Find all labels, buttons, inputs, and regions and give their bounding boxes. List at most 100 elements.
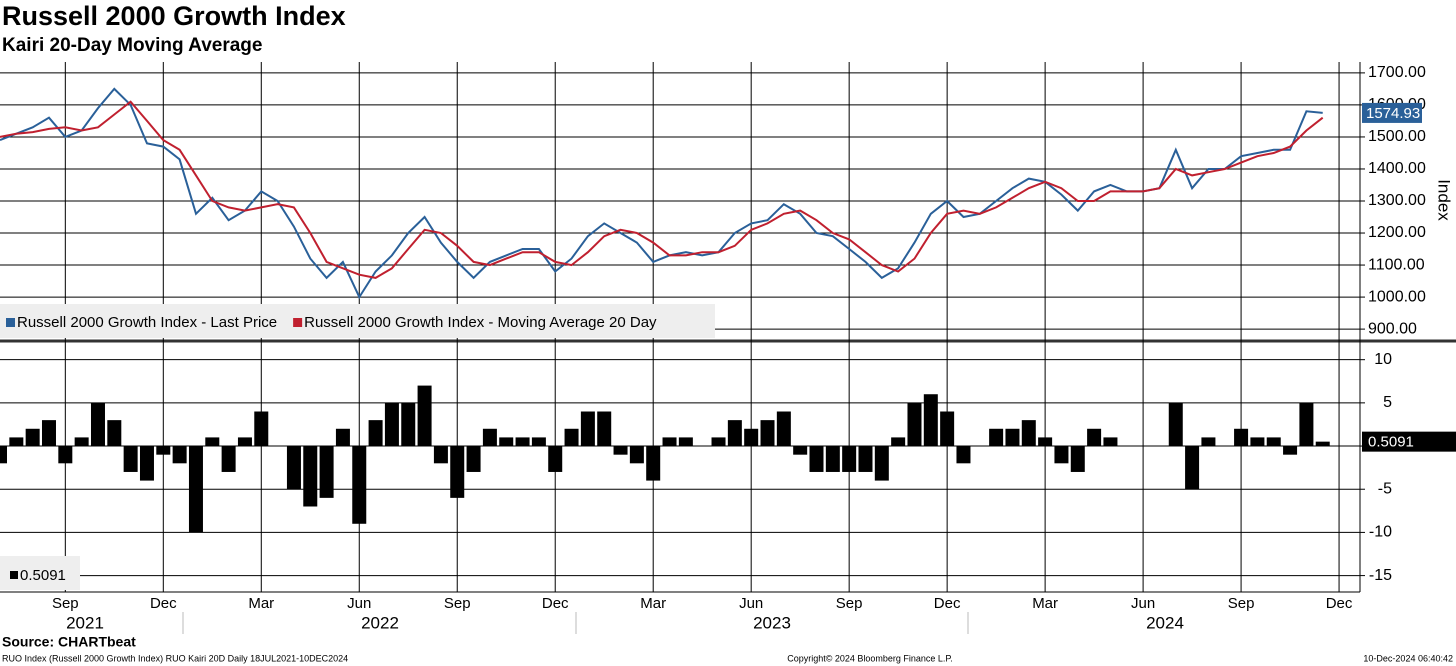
legend-label: Russell 2000 Growth Index - Last Price xyxy=(17,314,277,331)
y-tick-label: 1300.00 xyxy=(1368,192,1426,209)
bar xyxy=(450,446,465,498)
last-value-box xyxy=(1362,431,1456,452)
bar xyxy=(760,420,775,447)
footer-left: RUO Index (Russell 2000 Growth Index) RU… xyxy=(2,653,348,663)
bar xyxy=(744,428,759,447)
bar xyxy=(564,428,579,447)
year-label: 2024 xyxy=(1146,613,1184,632)
y-tick-label: 1700.00 xyxy=(1368,64,1426,81)
chart-subtitle: Kairi 20-Day Moving Average xyxy=(2,35,262,56)
x-tick-label: Mar xyxy=(1032,595,1058,612)
y-tick-label: -10 xyxy=(1369,524,1392,541)
bar xyxy=(858,446,873,472)
bar xyxy=(662,437,677,447)
y-tick-label: 1500.00 xyxy=(1368,128,1426,145)
x-tick-label: Jun xyxy=(347,595,371,612)
y-axis-label: Index xyxy=(1435,179,1454,221)
bar xyxy=(401,402,416,447)
bar xyxy=(597,411,612,447)
last-value-label: 1574.93 xyxy=(1366,105,1420,122)
bar xyxy=(989,428,1004,447)
year-label: 2022 xyxy=(361,613,399,632)
bar xyxy=(9,437,24,447)
bar xyxy=(25,428,40,447)
bar xyxy=(515,437,530,447)
legend-swatch xyxy=(6,318,15,327)
bar xyxy=(940,411,955,447)
bar xyxy=(1315,441,1330,447)
bar xyxy=(156,446,171,455)
y-tick-label: -5 xyxy=(1378,480,1392,497)
bar xyxy=(548,446,563,472)
x-tick-label: Mar xyxy=(248,595,274,612)
bar xyxy=(727,420,742,447)
x-tick-label: Sep xyxy=(1228,595,1255,612)
bar xyxy=(205,437,220,447)
last-value-label: 0.5091 xyxy=(1368,434,1414,451)
bar xyxy=(1005,428,1020,447)
bar xyxy=(1021,420,1036,447)
bar xyxy=(923,394,938,447)
bar xyxy=(907,402,922,447)
bar xyxy=(956,446,971,464)
y-tick-label: 5 xyxy=(1383,394,1392,411)
bar xyxy=(531,437,546,447)
bar xyxy=(580,411,595,447)
bar xyxy=(613,446,628,455)
bar xyxy=(1103,437,1118,447)
x-tick-label: Sep xyxy=(836,595,863,612)
y-tick-label: 900.00 xyxy=(1368,320,1417,337)
y-tick-label: 1000.00 xyxy=(1368,288,1426,305)
bar xyxy=(793,446,808,455)
last-value-box xyxy=(1362,102,1422,123)
bar xyxy=(776,411,791,447)
bar xyxy=(1054,446,1069,464)
bar xyxy=(237,437,252,447)
bar xyxy=(172,446,187,464)
x-tick-label: Jun xyxy=(739,595,763,612)
legend-swatch xyxy=(10,571,18,579)
chart-title: Russell 2000 Growth Index xyxy=(2,1,346,31)
y-tick-label: 1100.00 xyxy=(1368,256,1425,273)
y-tick-label: 1400.00 xyxy=(1368,160,1426,177)
bar xyxy=(123,446,138,472)
x-tick-label: Dec xyxy=(1326,595,1353,612)
bar xyxy=(678,437,693,447)
year-label: 2023 xyxy=(753,613,791,632)
bar xyxy=(891,437,906,447)
bar xyxy=(417,385,432,447)
x-tick-label: Mar xyxy=(640,595,666,612)
x-tick-label: Sep xyxy=(52,595,79,612)
bar xyxy=(482,428,497,447)
bar xyxy=(384,402,399,447)
bar xyxy=(499,437,514,447)
year-label: 2021 xyxy=(66,613,104,632)
bar xyxy=(368,420,383,447)
bar xyxy=(0,446,7,464)
legend-box xyxy=(0,304,715,338)
y-tick-label: 1200.00 xyxy=(1368,224,1426,241)
bar xyxy=(1266,437,1281,447)
x-tick-label: Dec xyxy=(150,595,177,612)
bar xyxy=(825,446,840,472)
bar xyxy=(629,446,644,464)
bar xyxy=(646,446,661,481)
legend-label: 0.5091 xyxy=(20,567,66,584)
source: Source: CHARTbeat xyxy=(2,634,136,650)
bar xyxy=(842,446,857,472)
x-tick-label: Dec xyxy=(542,595,569,612)
bar xyxy=(41,420,56,447)
y-tick-label: 10 xyxy=(1374,351,1392,368)
bar xyxy=(1038,437,1053,447)
footer-right: 10-Dec-2024 06:40:42 xyxy=(1363,653,1453,663)
x-tick-label: Dec xyxy=(934,595,961,612)
bar xyxy=(711,437,726,447)
bar xyxy=(1070,446,1085,472)
bar xyxy=(286,446,301,490)
bar xyxy=(90,402,105,447)
bar xyxy=(221,446,236,472)
bar xyxy=(1234,428,1249,447)
bar xyxy=(303,446,318,507)
bar xyxy=(58,446,73,464)
